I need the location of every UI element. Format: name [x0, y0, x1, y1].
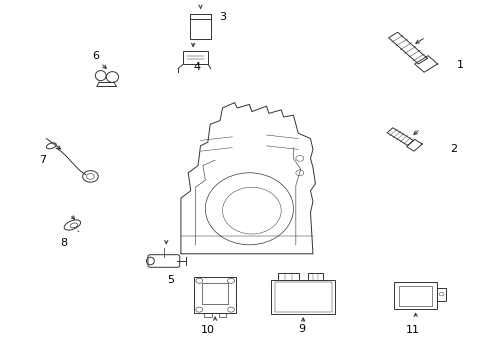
Text: 8: 8	[60, 238, 67, 248]
Text: 2: 2	[449, 144, 456, 154]
Bar	[278, 274, 298, 280]
Bar	[190, 19, 210, 39]
Bar	[271, 280, 334, 314]
Text: 5: 5	[167, 275, 174, 285]
Bar	[203, 313, 211, 317]
Bar	[218, 313, 226, 317]
Bar	[183, 51, 208, 64]
Bar	[393, 282, 436, 309]
Text: 10: 10	[201, 325, 214, 335]
Bar	[436, 288, 445, 301]
Bar	[307, 274, 323, 280]
Text: 7: 7	[39, 155, 46, 165]
Text: 6: 6	[92, 51, 99, 61]
Bar	[398, 286, 431, 306]
Text: 9: 9	[298, 324, 305, 334]
Bar	[194, 277, 236, 313]
Text: 11: 11	[406, 325, 419, 335]
Text: 3: 3	[219, 12, 225, 22]
Text: 4: 4	[193, 62, 200, 72]
Text: 1: 1	[456, 60, 463, 70]
Bar	[274, 282, 331, 311]
Bar	[202, 283, 227, 304]
